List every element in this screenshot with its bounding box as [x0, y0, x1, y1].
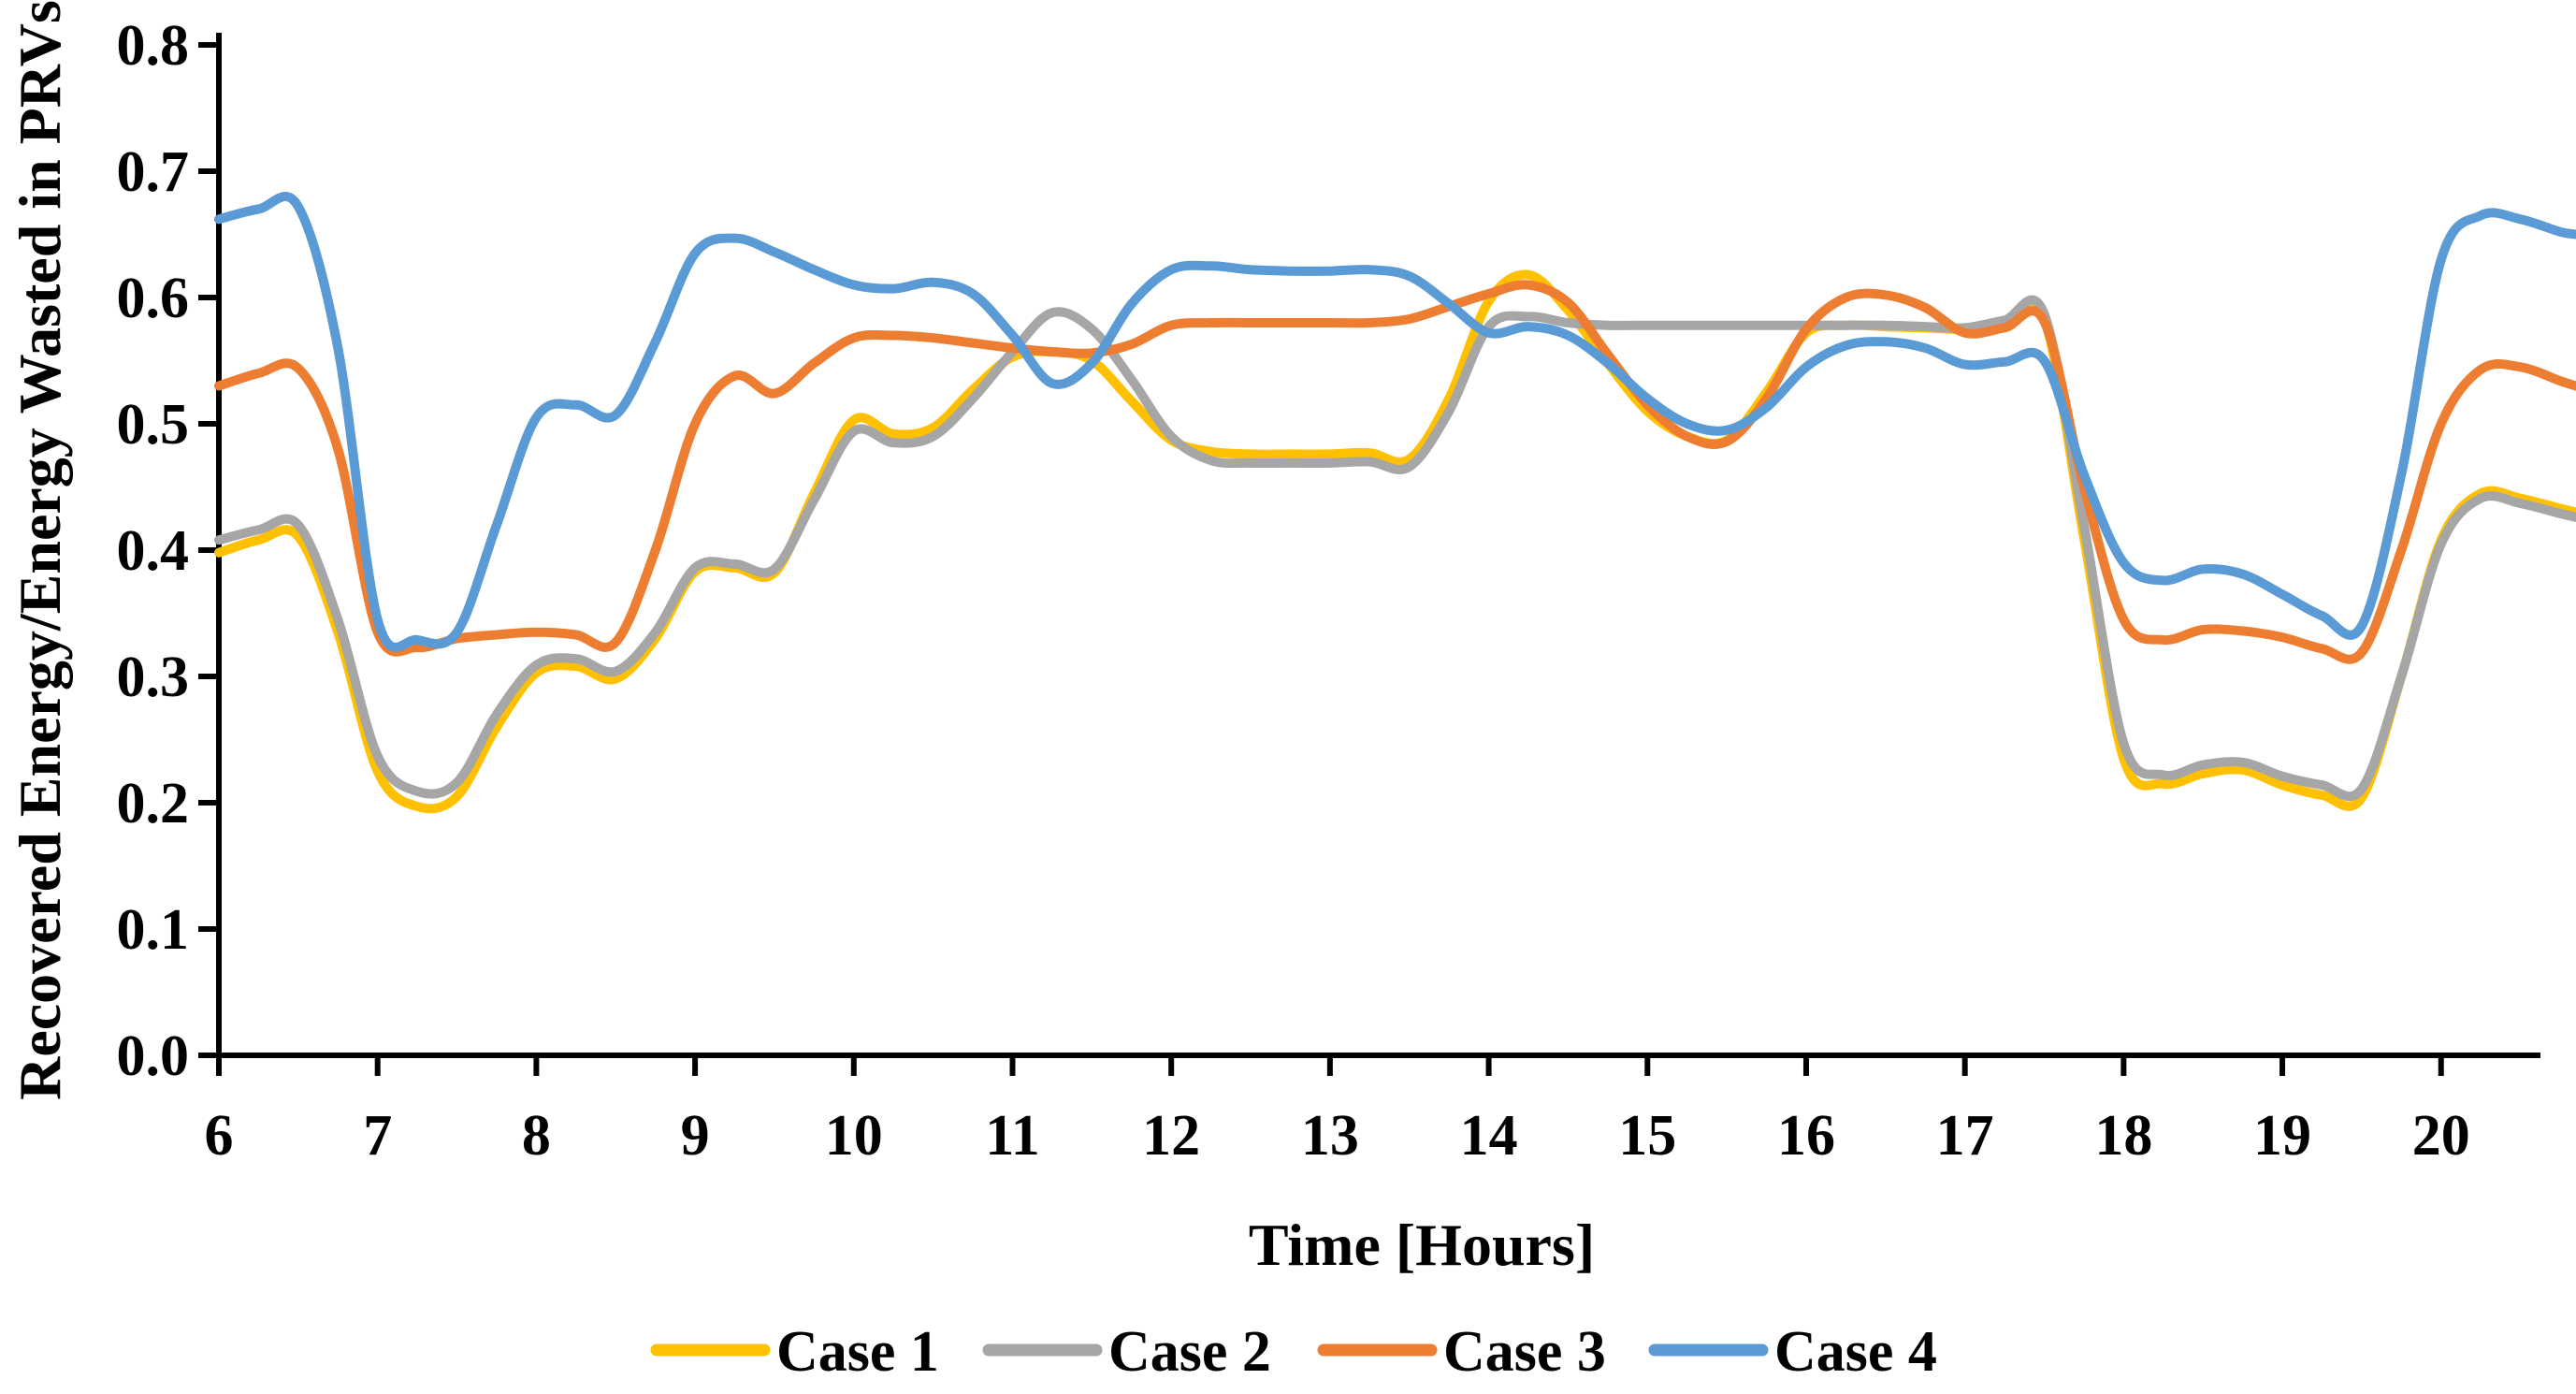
series-line-case-4: [214, 192, 2576, 652]
legend-item: Case 2: [982, 1320, 1271, 1384]
y-tick-label: 0.7: [117, 140, 190, 204]
x-axis-title: Time [Hours]: [1249, 1212, 1595, 1278]
y-tick-label: 0.1: [117, 898, 190, 962]
y-tick-label: 0.8: [117, 14, 190, 78]
x-tick-label: 11: [985, 1104, 1040, 1168]
x-tick-label: 6: [205, 1104, 234, 1168]
x-tick-label: 19: [2253, 1104, 2311, 1168]
legend-item: Case 4: [1648, 1320, 1937, 1384]
series-line-case-3: [214, 280, 2576, 664]
x-tick-label: 15: [1618, 1104, 1676, 1168]
legend-item: Case 1: [650, 1320, 939, 1384]
series-line-case-2: [214, 295, 2576, 802]
legend-label: Case 4: [1774, 1320, 1937, 1384]
legend-label: Case 1: [776, 1320, 939, 1384]
x-tick-label: 14: [1460, 1104, 1518, 1168]
y-axis-title: Recovered Energy/Energy Wasted in PRVs: [7, 0, 73, 1100]
legend: Case 1 Case 2 Case 3 Case 4: [650, 1320, 1937, 1384]
legend-label: Case 2: [1108, 1320, 1271, 1384]
legend-label: Case 3: [1443, 1320, 1606, 1384]
y-tick-label: 0.3: [117, 646, 190, 709]
x-tick-label: 12: [1142, 1104, 1200, 1168]
y-tick-label: 0.6: [117, 267, 190, 330]
legend-item: Case 3: [1317, 1320, 1606, 1384]
plot-layer: 6 7 8 9 10 11 12 13 14 15 16 17 18 19 20 0.0 0.1 0.2 0.3 0.…: [117, 14, 2576, 1168]
y-tick-label: 0.4: [117, 519, 190, 583]
x-tick-label: 16: [1777, 1104, 1835, 1168]
x-tick-label: 17: [1936, 1104, 1994, 1168]
y-tick-label: 0.0: [117, 1024, 190, 1088]
y-tick-label: 0.2: [117, 772, 190, 835]
series-line-case-1: [214, 269, 2576, 814]
x-tick-label: 20: [2412, 1104, 2470, 1168]
x-tick-label: 7: [363, 1104, 392, 1168]
x-tick-label: 13: [1301, 1104, 1359, 1168]
y-tick-label: 0.5: [117, 393, 190, 457]
x-tick-label: 9: [681, 1104, 710, 1168]
x-tick-label: 10: [825, 1104, 883, 1168]
x-tick-label: 8: [522, 1104, 551, 1168]
x-tick-label: 18: [2094, 1104, 2152, 1168]
